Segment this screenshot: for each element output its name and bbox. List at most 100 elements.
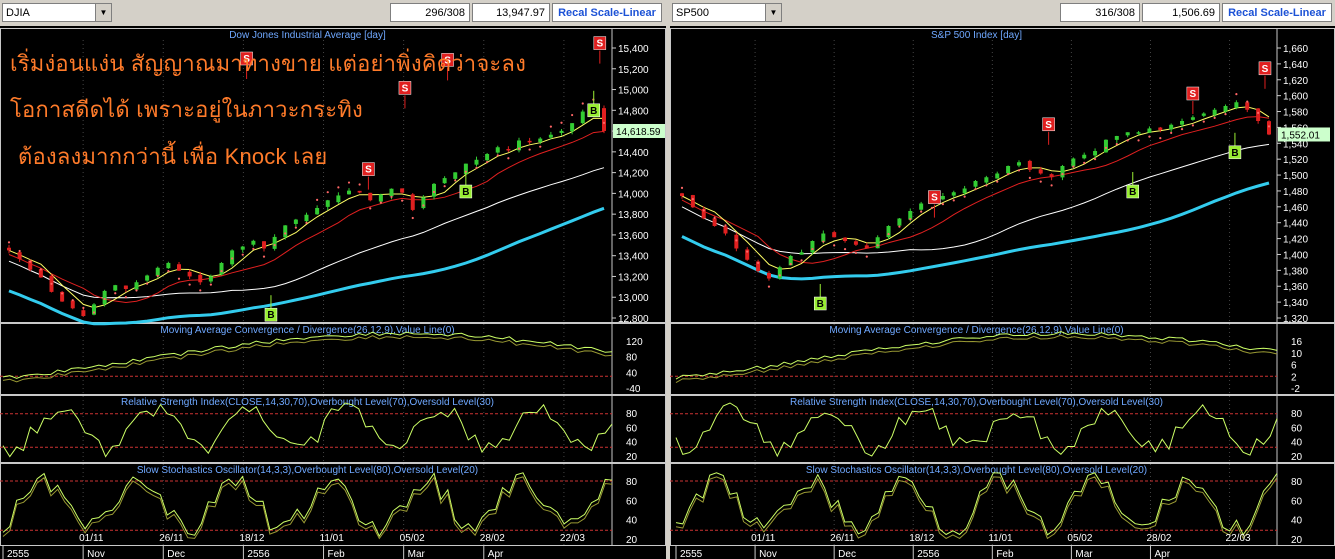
chevron-down-icon[interactable]: ▼ — [95, 4, 111, 21]
candle-body — [453, 172, 458, 179]
recal-scale-button[interactable]: Recal Scale-Linear — [552, 3, 662, 22]
candle-body — [690, 195, 695, 208]
price-tick-label: 1,520 — [1283, 155, 1308, 166]
candle-body — [951, 192, 956, 196]
psar-dot — [702, 209, 705, 212]
psar-dot — [29, 260, 32, 263]
ma-mid-line — [681, 116, 1270, 264]
rsi-tick-label: 60 — [1291, 423, 1303, 434]
price-tick-label: 1,600 — [1283, 92, 1308, 103]
buy-signal-badge — [813, 296, 827, 311]
candle-body — [777, 267, 782, 279]
psar-dot — [241, 253, 244, 256]
psar-dot — [92, 311, 96, 314]
psar-dot — [713, 216, 716, 219]
psar-dot — [517, 147, 521, 150]
candle-body — [187, 271, 192, 277]
psar-dot — [411, 216, 414, 220]
psar-dot — [209, 283, 212, 286]
candle-body — [1114, 136, 1119, 140]
psar-dot — [985, 184, 988, 187]
buy-signal-badge — [1126, 184, 1140, 199]
candle-body — [1245, 102, 1250, 110]
recal-scale-button[interactable]: Recal Scale-Linear — [1222, 3, 1332, 22]
chart-panel-sp500: SP500 ▼ 316/308 1,506.69 Recal Scale-Lin… — [670, 0, 1335, 559]
candle-body — [756, 261, 761, 271]
price-tick-label: 1,540 — [1283, 139, 1308, 150]
candle-body — [219, 262, 224, 275]
month-label: Feb — [996, 549, 1014, 559]
candle-body — [919, 203, 924, 210]
price-tick-label: 1,580 — [1283, 108, 1308, 119]
date-tick-label: 28/02 — [480, 533, 505, 544]
chevron-down-icon[interactable]: ▼ — [765, 4, 781, 21]
candle-body — [1016, 162, 1021, 166]
candle-body — [734, 234, 739, 249]
last-value: 13,947.97 — [472, 3, 550, 22]
candle-body — [853, 241, 858, 245]
psar-dot — [1148, 135, 1151, 138]
psar-dot — [61, 292, 64, 295]
month-axis — [670, 546, 1335, 559]
candle-body — [1180, 121, 1185, 125]
price-tick-label: 14,200 — [618, 169, 649, 180]
candle-body — [680, 193, 684, 196]
candle-body — [134, 282, 139, 290]
psar-dot — [680, 186, 684, 189]
candle-body — [1038, 169, 1043, 174]
signal-letter: B — [267, 310, 274, 321]
psar-dot — [82, 306, 85, 309]
date-tick-label: 26/11 — [159, 533, 184, 544]
symbol-select[interactable]: SP500 ▼ — [672, 3, 782, 22]
psar-dot — [316, 198, 319, 201]
symbol-value: SP500 — [676, 7, 710, 19]
stoch-title: Slow Stochastics Oscillator(14,3,3),Over… — [137, 465, 478, 476]
date-tick-label: 18/12 — [909, 533, 934, 544]
psar-dot — [560, 121, 563, 124]
month-label: Mar — [408, 549, 426, 559]
candle-body — [1256, 108, 1261, 121]
candle-body — [506, 148, 511, 151]
candle-body — [559, 130, 564, 133]
psar-dot — [974, 188, 977, 191]
sell-signal-badge — [593, 36, 607, 50]
psar-dot — [71, 299, 74, 302]
candle-body — [995, 173, 1000, 179]
psar-dot — [294, 226, 297, 229]
panel-divider — [666, 0, 670, 559]
signal-letter: S — [1262, 64, 1269, 75]
psar-dot — [996, 180, 999, 183]
date-tick-label: 22/03 — [1226, 533, 1251, 544]
psar-dot — [1180, 128, 1184, 131]
psar-dot — [746, 250, 749, 253]
price-tick-label: 1,620 — [1283, 76, 1308, 87]
rsi-tick-label: 40 — [626, 438, 638, 449]
price-tick-label: 14,800 — [618, 106, 649, 117]
symbol-select[interactable]: DJIA ▼ — [2, 3, 112, 22]
psar-dot — [952, 199, 955, 202]
candle-body — [123, 285, 128, 289]
psar-dot — [390, 195, 393, 198]
candle-body — [1027, 160, 1032, 170]
stoch-signal-line — [675, 476, 1278, 540]
candle-body — [421, 197, 426, 209]
stoch-tick-label: 60 — [626, 496, 638, 507]
candle-body — [389, 188, 394, 197]
ma-200-line — [8, 206, 605, 326]
date-tick-label: 11/01 — [320, 533, 345, 544]
psar-dot — [1202, 120, 1205, 123]
symbol-value: DJIA — [6, 7, 30, 19]
stoch-tick-label: 20 — [626, 535, 638, 546]
candle-body — [272, 236, 277, 249]
rsi-tick-label: 40 — [1291, 438, 1303, 449]
psar-dot — [1235, 93, 1238, 96]
candle-body — [463, 163, 468, 175]
psar-dot — [1039, 180, 1042, 183]
ma-mid-line — [8, 130, 605, 304]
psar-dot — [337, 186, 340, 189]
candle-body — [495, 147, 500, 153]
psar-dot — [756, 261, 760, 264]
signal-letter: S — [243, 54, 250, 65]
date-tick-label: 05/02 — [1067, 533, 1092, 544]
psar-dot — [822, 240, 825, 243]
